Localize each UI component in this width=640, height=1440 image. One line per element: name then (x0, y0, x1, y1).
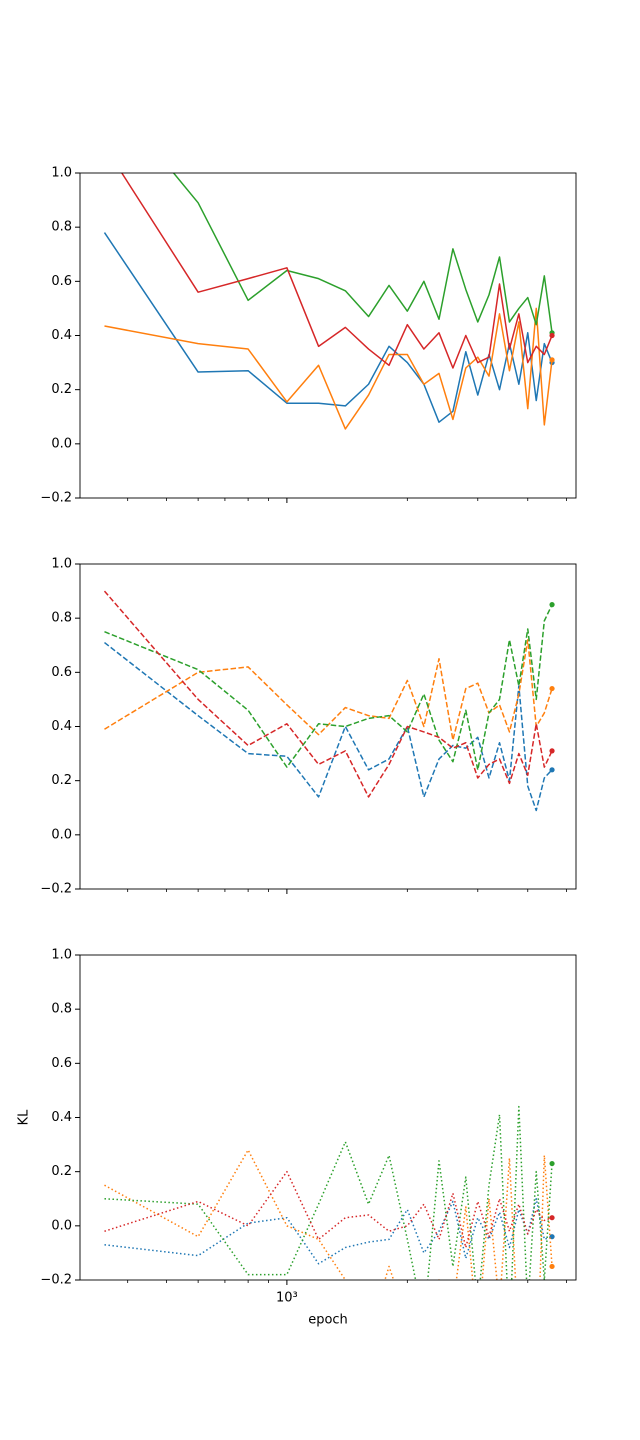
axes-frame (79, 563, 577, 890)
series-line (104, 307, 553, 430)
series-line (103, 232, 553, 423)
plot-area (103, 590, 555, 812)
series-line (103, 590, 553, 798)
series-line (104, 641, 553, 812)
end-marker (549, 1215, 555, 1221)
axes-frame (79, 172, 577, 499)
y-tick-label: 0.0 (51, 827, 72, 842)
y-tick-label: 0.0 (51, 436, 72, 451)
end-marker (549, 332, 555, 339)
x-axis-label: epoch (308, 1313, 348, 1328)
y-tick-label: 0.2 (51, 773, 72, 788)
y-tick-label: 0.8 (51, 611, 72, 626)
series-line (172, 173, 553, 333)
end-marker (549, 767, 555, 773)
x-tick-label: 10³ (276, 1291, 298, 1306)
end-marker (549, 1160, 555, 1167)
y-tick-label: −0.2 (40, 491, 72, 506)
subplot: −0.2 0.0 0.2 0.4 0.6 0.8 1.0 (40, 557, 577, 897)
series-line (104, 1170, 553, 1249)
y-tick-label: 0.6 (51, 274, 72, 289)
subplot: −0.2 0.0 0.2 0.4 0.6 0.8 1.0 10³ epoch KL (17, 948, 577, 1328)
series-line (104, 639, 553, 741)
y-tick-label: 0.6 (51, 1056, 72, 1071)
subplot: −0.2 0.0 0.2 0.4 0.6 0.8 1.0 (40, 166, 577, 506)
plot-area (103, 173, 555, 430)
y-tick-label: 0.2 (51, 382, 72, 397)
series-line (104, 1105, 553, 1280)
y-tick-label: 0.4 (51, 719, 72, 734)
y-tick-label: 1.0 (51, 166, 72, 181)
y-tick-label: 0.6 (51, 665, 72, 680)
end-marker (549, 1263, 555, 1270)
y-axis-label: KL (17, 1109, 32, 1126)
plot-area (104, 1105, 555, 1280)
y-tick-label: 1.0 (51, 948, 72, 963)
y-tick-label: 1.0 (51, 557, 72, 572)
axes-frame (79, 954, 577, 1281)
end-marker (549, 602, 555, 608)
end-marker (549, 357, 555, 363)
y-tick-label: −0.2 (40, 1273, 72, 1288)
y-tick-label: 0.8 (51, 220, 72, 235)
y-tick-label: 0.2 (51, 1164, 72, 1179)
end-marker (549, 748, 555, 754)
y-tick-label: 0.8 (51, 1002, 72, 1017)
series-line (104, 1149, 553, 1280)
series-line (104, 604, 553, 771)
y-tick-label: 0.4 (51, 1110, 72, 1125)
y-tick-label: 0.0 (51, 1218, 72, 1233)
series-line (120, 173, 553, 369)
end-marker (549, 685, 555, 692)
y-tick-label: −0.2 (40, 882, 72, 897)
y-tick-label: 0.4 (51, 328, 72, 343)
